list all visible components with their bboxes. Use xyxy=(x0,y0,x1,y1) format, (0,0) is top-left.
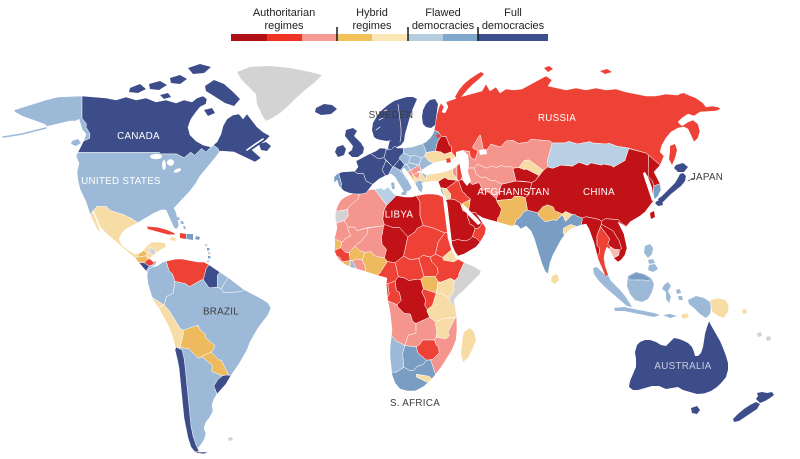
svg-text:CHINA: CHINA xyxy=(583,187,615,198)
svg-text:regimes: regimes xyxy=(264,20,304,32)
svg-text:Full: Full xyxy=(504,7,522,19)
svg-text:CANADA: CANADA xyxy=(117,131,160,142)
svg-text:AFGHANISTAN: AFGHANISTAN xyxy=(477,187,549,198)
svg-text:Flawed: Flawed xyxy=(425,7,460,19)
svg-text:democracies: democracies xyxy=(482,20,545,32)
svg-text:AUSTRALIA: AUSTRALIA xyxy=(654,361,711,372)
svg-text:SWEDEN: SWEDEN xyxy=(369,110,414,121)
svg-text:RUSSIA: RUSSIA xyxy=(538,113,576,124)
svg-text:JAPAN: JAPAN xyxy=(691,172,723,183)
svg-text:S. AFRICA: S. AFRICA xyxy=(390,398,440,409)
svg-text:UNITED STATES: UNITED STATES xyxy=(81,176,161,187)
svg-text:democracies: democracies xyxy=(412,20,475,32)
svg-text:Hybrid: Hybrid xyxy=(356,7,388,19)
svg-text:LIBYA: LIBYA xyxy=(385,210,414,221)
svg-text:regimes: regimes xyxy=(352,20,392,32)
svg-text:Authoritarian: Authoritarian xyxy=(253,7,315,19)
svg-text:BRAZIL: BRAZIL xyxy=(203,307,239,318)
